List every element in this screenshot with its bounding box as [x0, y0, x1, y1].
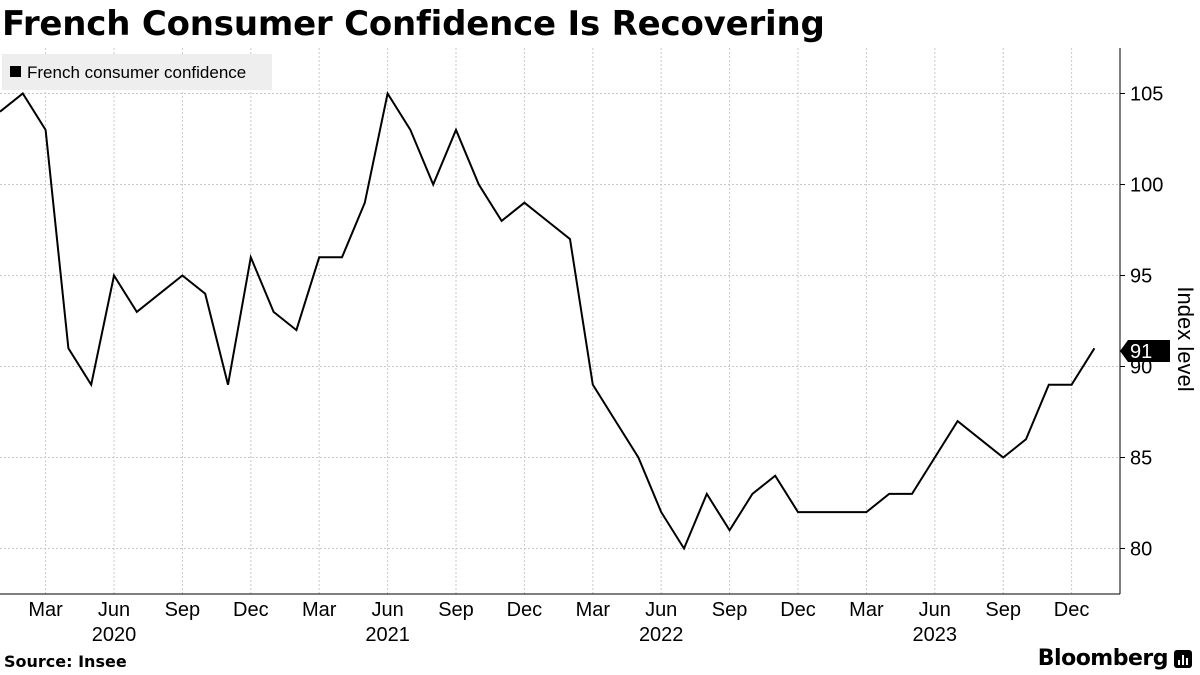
y-tick-label: 105: [1130, 84, 1163, 106]
x-tick-label: Sep: [165, 599, 201, 621]
x-tick-label: Sep: [985, 599, 1021, 621]
x-tick-label: Dec: [507, 599, 543, 621]
year-label: 2021: [365, 624, 410, 646]
x-tick-label: Jun: [98, 599, 130, 621]
x-tick-label: Jun: [371, 599, 403, 621]
y-tick-label: 85: [1130, 448, 1152, 470]
x-tick-label: Jun: [645, 599, 677, 621]
x-tick-label: Dec: [780, 599, 816, 621]
x-tick-label: Dec: [1054, 599, 1090, 621]
series-layer: [0, 90, 1096, 551]
last-value-callout: 91: [1120, 340, 1170, 363]
grid: [0, 48, 1120, 594]
y-tick-label: 80: [1130, 539, 1152, 561]
brand-name: Bloomberg: [1037, 646, 1169, 671]
y-tick-label: 95: [1130, 266, 1152, 288]
x-tick-label: Jun: [919, 599, 951, 621]
x-tick-label: Mar: [849, 599, 884, 621]
callout-background: [1120, 340, 1170, 362]
legend: French consumer confidence: [2, 54, 272, 90]
year-label: 2022: [639, 624, 684, 646]
x-tick-label: Sep: [438, 599, 474, 621]
legend-swatch: [10, 66, 21, 77]
legend-entry: French consumer confidence: [27, 63, 246, 82]
year-label: 2020: [92, 624, 137, 646]
x-tick-label: Mar: [302, 599, 337, 621]
chart-title: French Consumer Confidence Is Recovering: [2, 4, 825, 44]
callout-value: 91: [1130, 341, 1152, 363]
x-tick-label: Mar: [576, 599, 611, 621]
x-tick-label: Mar: [28, 599, 63, 621]
y-tick-label: 100: [1130, 175, 1163, 197]
x-tick-label: Sep: [712, 599, 748, 621]
legend-background: [2, 54, 272, 90]
y-axis-label: Index level: [1173, 286, 1198, 391]
source-note: Source: Insee: [4, 652, 127, 671]
x-tick-label: Dec: [233, 599, 269, 621]
bar-chart-icon: [1174, 649, 1192, 668]
brand-logo: Bloomberg: [1038, 646, 1192, 671]
year-label: 2023: [913, 624, 958, 646]
series-line-french-consumer-confidence: [0, 90, 1096, 551]
